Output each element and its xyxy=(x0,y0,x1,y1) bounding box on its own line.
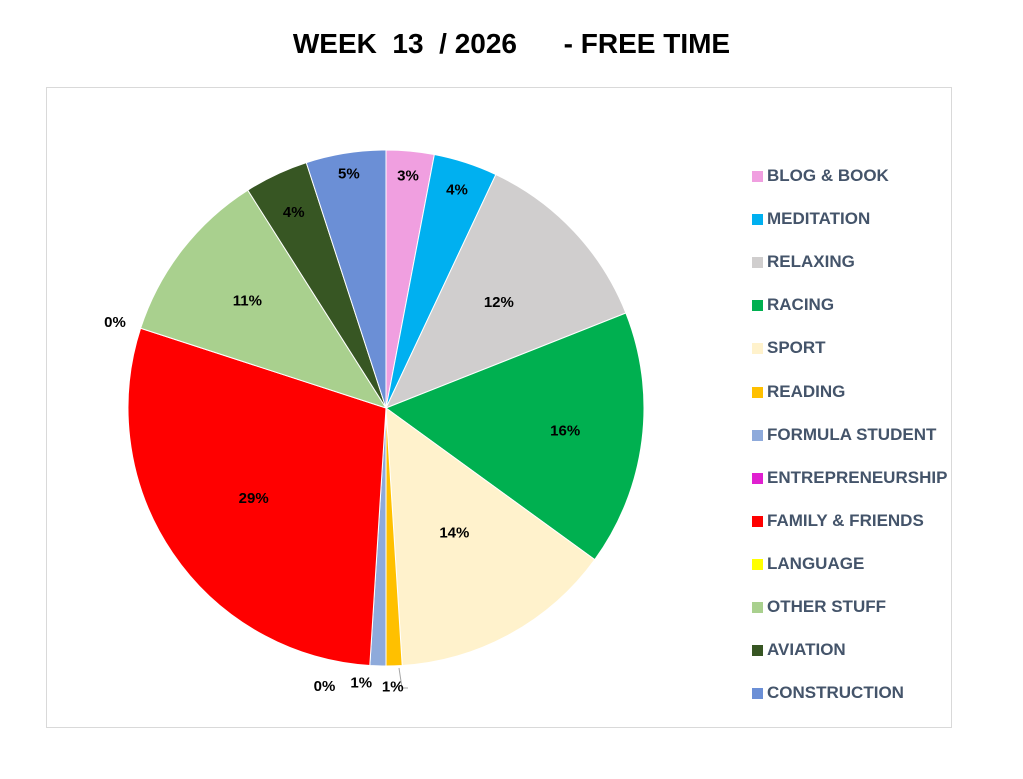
data-label-language: 0% xyxy=(104,314,126,331)
legend-swatch xyxy=(752,515,763,527)
legend-label: OTHER STUFF xyxy=(767,597,886,616)
pie-slice-construction xyxy=(305,149,387,409)
legend-swatch xyxy=(752,171,763,182)
legend-swatch xyxy=(752,257,763,269)
legend-label: RACING xyxy=(767,295,835,315)
legend-label: SPORT xyxy=(767,338,826,358)
legend-swatch xyxy=(752,214,763,226)
legend-label: RELAXING xyxy=(767,252,855,272)
legend-label: READING xyxy=(767,381,846,401)
data-label-racing: 16% xyxy=(550,423,580,440)
legend-swatch xyxy=(752,645,763,657)
data-label-other-stuff: 11% xyxy=(233,292,262,309)
pie-slice-sport xyxy=(385,406,596,667)
legend-swatch xyxy=(752,472,763,484)
data-label-entrepreneurship: 0% xyxy=(314,678,336,695)
legend-swatch xyxy=(752,429,763,441)
legend-label: FAMILY & FRIENDS xyxy=(767,510,924,530)
chart-frame xyxy=(46,87,952,728)
legend-label: MEDITATION xyxy=(767,209,871,229)
legend-swatch xyxy=(752,386,763,398)
data-label-blog-and-book: 3% xyxy=(397,168,419,185)
legend-label: CONSTRUCTION xyxy=(767,683,904,703)
data-label-construction: 5% xyxy=(338,166,360,183)
data-label-sport: 14% xyxy=(439,524,469,541)
data-label-reading: 1% xyxy=(382,679,404,696)
data-label-meditation: 4% xyxy=(446,182,468,199)
data-label-aviation: 4% xyxy=(283,204,305,221)
pie-slice-relaxing xyxy=(385,173,627,409)
leader-line-reading xyxy=(398,667,408,689)
legend-label: BLOG & BOOK xyxy=(767,166,889,185)
legend-swatch xyxy=(752,558,763,570)
data-label-family-and-friends: 29% xyxy=(239,490,269,507)
pie-slice-family-and-friends xyxy=(127,327,387,667)
legend-label: AVIATION xyxy=(767,640,846,660)
chart-title: WEEK 13 / 2026 - FREE TIME xyxy=(292,28,731,59)
legend-swatch xyxy=(752,343,763,355)
legend-swatch xyxy=(752,602,763,613)
data-label-formula-student: 1% xyxy=(350,675,372,692)
legend-swatch xyxy=(752,688,763,700)
legend-label: ENTREPRENEURSHIP xyxy=(767,467,948,487)
pie-slice-racing xyxy=(384,312,645,561)
legend-label: LANGUAGE xyxy=(767,553,865,573)
pie-slice-other-stuff xyxy=(139,189,388,409)
legend-swatch xyxy=(752,300,763,312)
data-label-relaxing: 12% xyxy=(484,294,514,311)
legend-label: FORMULA STUDENT xyxy=(767,424,937,444)
